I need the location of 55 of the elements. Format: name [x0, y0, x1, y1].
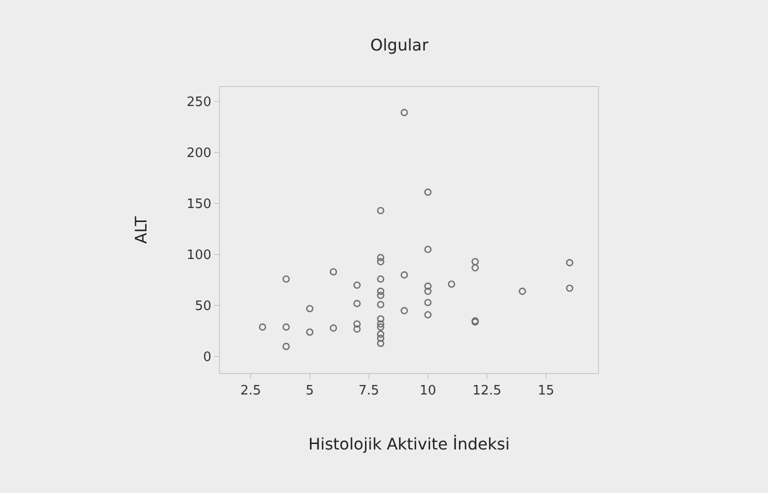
point [400, 307, 408, 314]
point [377, 340, 384, 348]
point [377, 254, 384, 262]
point [353, 320, 361, 328]
point [282, 342, 290, 350]
point [377, 334, 384, 342]
point [448, 280, 456, 288]
x-tick-label: 15 [538, 384, 554, 399]
point [258, 323, 266, 331]
y-axis-title: ALT [131, 216, 150, 244]
point [424, 188, 432, 196]
point [353, 282, 361, 289]
point [518, 288, 526, 295]
point [377, 330, 384, 338]
point [330, 324, 338, 332]
point [282, 275, 290, 283]
point [424, 298, 432, 306]
point [472, 264, 479, 272]
point [424, 311, 432, 318]
y-tick-label: 150 [186, 196, 212, 212]
y-tick-label: 0 [203, 350, 212, 366]
y-tick-label: 100 [186, 248, 212, 264]
x-tick-label: 12.5 [472, 384, 502, 399]
point [400, 108, 408, 116]
point [306, 305, 314, 312]
point [377, 292, 384, 300]
point [377, 258, 384, 266]
point [306, 328, 314, 336]
point [353, 300, 361, 308]
chart-title: Olgular [370, 36, 429, 55]
x-tick-label: 5 [306, 384, 314, 399]
point [424, 288, 432, 295]
point [330, 268, 338, 276]
point [353, 325, 361, 333]
point [377, 323, 384, 331]
x-axis-title: Histolojik Aktivite İndeksi [308, 434, 510, 454]
point [377, 275, 384, 283]
point [566, 259, 574, 266]
y-tick-label: 250 [186, 94, 212, 110]
point [377, 288, 384, 295]
x-tick-label: 10 [420, 384, 436, 399]
x-tick-label: 2.5 [240, 384, 262, 399]
y-tick-label: 200 [186, 146, 212, 161]
point [377, 315, 384, 323]
point [566, 284, 574, 292]
point [377, 206, 384, 214]
y-tick-label: 50 [194, 299, 212, 314]
point [377, 300, 384, 308]
point [472, 258, 479, 266]
point [424, 282, 432, 290]
x-tick-label: 7.5 [358, 384, 380, 399]
point [424, 246, 432, 254]
point [377, 320, 384, 328]
point [400, 271, 408, 279]
point [282, 323, 290, 331]
